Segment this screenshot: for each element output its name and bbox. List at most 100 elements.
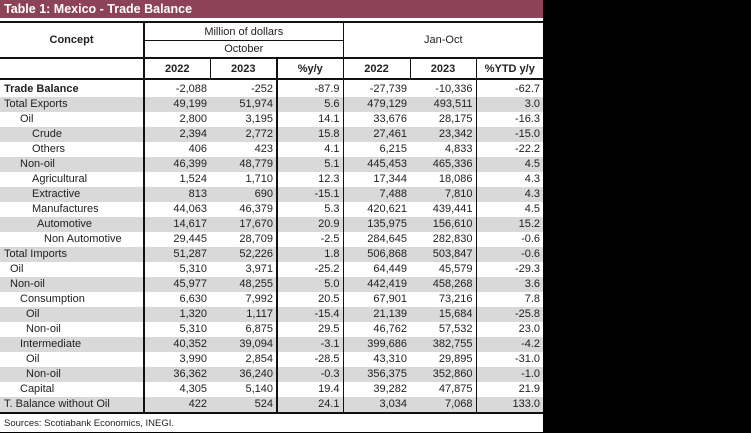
- table-row: Non Automotive 29,445 28,709 -2.5 284,645 282…: [0, 232, 543, 247]
- cell-ytd-yoy: -62.7: [514, 83, 541, 95]
- cell-ytd-yoy: -22.2: [514, 143, 541, 155]
- table-row: Non-oil 36,362 36,240 -0.3 356,375 352,860 -1.…: [0, 367, 544, 382]
- cell-ytd-2023: 45,579: [410, 262, 477, 277]
- row-label: Others: [0, 142, 145, 157]
- cell-ytd-2023: 18,086: [410, 172, 477, 187]
- row-label: Intermediate: [0, 337, 145, 352]
- table-row: Total Exports 49,199 51,974 5.6 479,129 493,5…: [0, 97, 544, 112]
- cell-ytd-2022: 284,645: [367, 233, 408, 245]
- cell-oct-yoy: -25.2: [277, 262, 344, 277]
- cell-ytd-yoy: 3.6: [476, 277, 544, 292]
- cell-oct-2022: 51,287: [144, 247, 210, 262]
- cell-oct-2023: -252: [210, 79, 278, 97]
- cell-ytd-2022: 445,453: [343, 157, 411, 172]
- cell-ytd-2022: 479,129: [343, 97, 411, 112]
- cell-oct-2022: -2,088: [175, 83, 207, 95]
- cell-oct-yoy: 29.5: [277, 322, 344, 337]
- table-row: Total Imports 51,287 52,226 1.8 506,868 503,8…: [0, 247, 544, 262]
- cell-oct-2023: 1,710: [210, 172, 278, 187]
- cell-oct-2022: 5,310: [179, 263, 207, 275]
- row-label: Non Automotive: [0, 232, 145, 247]
- cell-oct-2022: 49,199: [144, 97, 210, 112]
- cell-ytd-2023: 7,068: [410, 397, 477, 414]
- cell-ytd-2022: 67,901: [373, 293, 408, 305]
- cell-ytd-2022: 46,762: [373, 323, 408, 335]
- cell-oct-2023: 48,255: [210, 277, 278, 292]
- cell-oct-2023: 1,117: [210, 307, 278, 322]
- table-row: Extractive 813 690 -15.1 7,488 7,810 4.3: [0, 187, 544, 202]
- cell-oct-yoy: 20.9: [277, 217, 344, 232]
- cell-oct-2023: 3,195: [210, 112, 278, 127]
- cell-ytd-2023: 57,532: [410, 322, 477, 337]
- cell-ytd-2023: 47,875: [410, 382, 477, 397]
- cell-ytd-yoy: -0.6: [476, 247, 544, 262]
- cell-ytd-yoy: 23.0: [518, 323, 541, 335]
- cell-oct-yoy: 12.3: [277, 172, 344, 187]
- cell-oct-2023: 5,140: [210, 382, 278, 397]
- row-label: Non-oil: [0, 322, 145, 337]
- cell-ytd-2022: 399,686: [343, 337, 411, 352]
- row-label: Oil: [0, 112, 145, 127]
- cell-oct-yoy: -87.9: [277, 79, 344, 97]
- cell-oct-2023: 46,379: [210, 202, 278, 217]
- cell-ytd-2023: -10,336: [410, 79, 477, 97]
- row-label: Crude: [0, 127, 145, 142]
- cell-ytd-2023: 73,216: [410, 292, 477, 307]
- concept-header: Concept: [0, 21, 145, 58]
- cell-ytd-2022: 43,310: [373, 353, 408, 365]
- cell-oct-2022: 40,352: [144, 337, 210, 352]
- cell-oct-2023: 48,779: [210, 157, 278, 172]
- cell-oct-yoy: 4.1: [277, 142, 344, 157]
- col-header-oct-2022: 2022: [144, 57, 211, 80]
- col-header-oct-yoy: %y/y: [277, 57, 344, 80]
- cell-oct-yoy: 24.1: [277, 397, 344, 414]
- table-row: Others 406 423 4.1 6,215 4,833 -22.2: [0, 142, 543, 157]
- cell-ytd-2022: 356,375: [343, 367, 411, 382]
- cell-ytd-2022: 17,344: [373, 173, 408, 185]
- trade-balance-table: Concept Million of dollars Jan-Oct Octob…: [0, 21, 544, 414]
- cell-ytd-2023: 382,755: [410, 337, 477, 352]
- col-header-oct-2023: 2023: [210, 57, 278, 80]
- cell-oct-2022: 44,063: [173, 203, 207, 215]
- cell-ytd-2023: 503,847: [410, 247, 477, 262]
- cell-oct-2023: 52,226: [210, 247, 278, 262]
- cell-oct-2022: 5,310: [179, 323, 207, 335]
- cell-ytd-2022: 21,139: [343, 307, 411, 322]
- row-label: Consumption: [0, 292, 145, 307]
- col-header-ytd-2023: 2023: [410, 57, 477, 80]
- table-title: Table 1: Mexico - Trade Balance: [0, 0, 543, 18]
- table-row: Agricultural 1,524 1,710 12.3 17,344 18,086 4.…: [0, 172, 543, 187]
- table-row: Trade Balance -2,088 -252 -87.9 -27,739 -10,3…: [0, 79, 543, 97]
- cell-ytd-2023: 493,511: [410, 97, 477, 112]
- cell-oct-yoy: 15.8: [277, 127, 344, 142]
- row-label: Oil: [0, 262, 145, 277]
- row-label: Manufactures: [0, 202, 145, 217]
- title-divider: [0, 18, 543, 21]
- cell-ytd-yoy: 4.3: [476, 187, 544, 202]
- cell-ytd-yoy: 4.3: [524, 173, 541, 185]
- table-row: T. Balance without Oil 422 524 24.1 3,034 7,0…: [0, 397, 544, 414]
- cell-ytd-yoy: 7.8: [524, 293, 541, 305]
- table-row: Crude 2,394 2,772 15.8 27,461 23,342 -15.0: [0, 127, 544, 142]
- cell-oct-2023: 2,772: [210, 127, 278, 142]
- cell-oct-2022: 2,800: [179, 113, 207, 125]
- cell-ytd-2022: 3,034: [343, 397, 411, 414]
- cell-oct-2022: 1,524: [179, 173, 207, 185]
- cell-ytd-yoy: -0.6: [521, 233, 541, 245]
- cell-ytd-yoy: 4.5: [476, 157, 544, 172]
- cell-oct-2022: 406: [188, 143, 207, 155]
- table-row: Oil 1,320 1,117 -15.4 21,139 15,684 -25.8: [0, 307, 544, 322]
- cell-ytd-yoy: -25.8: [476, 307, 544, 322]
- cell-oct-2023: 39,094: [210, 337, 278, 352]
- cell-oct-yoy: 14.1: [277, 112, 344, 127]
- cell-ytd-2022: 442,419: [343, 277, 411, 292]
- row-label: Agricultural: [0, 172, 145, 187]
- cell-ytd-2022: 7,488: [343, 187, 411, 202]
- table-row: Oil 2,800 3,195 14.1 33,676 28,175 -16.3: [0, 112, 543, 127]
- cell-ytd-yoy: -15.0: [476, 127, 544, 142]
- row-label: Non-oil: [0, 367, 145, 382]
- row-label: Oil: [0, 352, 145, 367]
- cell-oct-2023: 6,875: [210, 322, 278, 337]
- units-header: Million of dollars: [144, 21, 344, 41]
- cell-ytd-yoy: -16.3: [514, 113, 541, 125]
